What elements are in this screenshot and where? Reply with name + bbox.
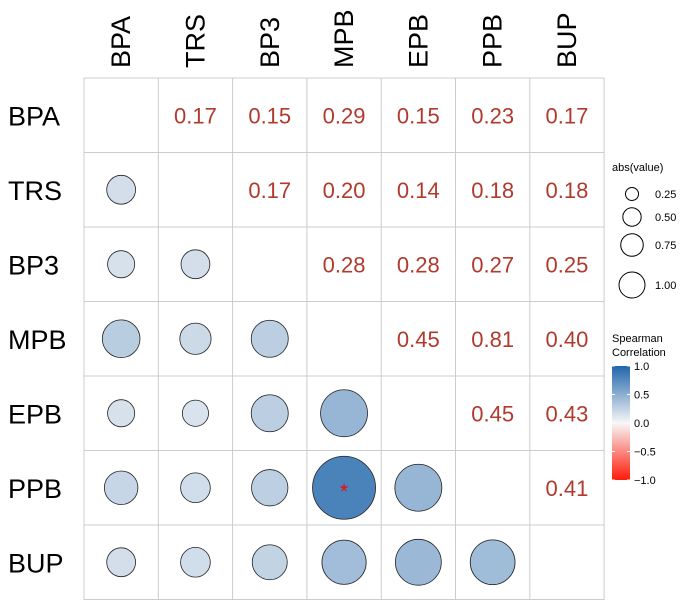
color-legend-bar: [612, 366, 630, 480]
row-label-bp3: BP3: [8, 250, 59, 280]
size-legend-circle: [618, 271, 646, 299]
column-label-ppb: PPB: [478, 14, 508, 68]
color-legend-label: 0.5: [634, 390, 649, 402]
column-label-trs: TRS: [180, 14, 210, 68]
correlation-value: 0.41: [546, 476, 589, 501]
correlation-value: 0.18: [471, 178, 514, 203]
color-legend-label: 0.0: [634, 418, 649, 430]
correlation-value: 0.17: [174, 103, 217, 128]
correlation-circle: [180, 249, 211, 280]
correlation-circle: [250, 319, 289, 358]
correlation-value: 0.25: [546, 252, 589, 277]
column-label-bup: BUP: [552, 12, 582, 68]
row-label-bpa: BPA: [8, 101, 60, 131]
size-legend-label: 0.75: [655, 240, 676, 252]
column-label-epb: EPB: [403, 14, 433, 68]
size-legend-label: 0.50: [655, 212, 676, 224]
correlation-value: 0.28: [323, 252, 366, 277]
size-legend-circle: [620, 233, 644, 257]
correlation-value: 0.43: [546, 401, 589, 426]
correlation-circle: [394, 538, 442, 586]
grid-border: [83, 77, 605, 600]
correlation-circle: [107, 250, 136, 279]
column-label-mpb: MPB: [329, 9, 359, 68]
row-label-ppb: PPB: [8, 474, 62, 504]
color-legend-title-line2: Correlation: [612, 347, 666, 359]
color-legend-label: 1.0: [634, 361, 649, 373]
row-label-epb: EPB: [8, 399, 62, 429]
correlation-circle: [469, 539, 516, 586]
column-label-bpa: BPA: [106, 16, 136, 68]
size-legend-label: 0.25: [655, 189, 676, 201]
significance-marker: *: [340, 481, 348, 503]
color-legend-label: −1.0: [634, 475, 656, 487]
correlation-circle: [251, 469, 289, 507]
correlation-value: 0.29: [323, 103, 366, 128]
correlation-circle: [312, 455, 376, 520]
correlation-value: 0.18: [546, 178, 589, 203]
size-legend-label: 1.00: [655, 280, 676, 292]
correlation-circle: [179, 322, 212, 355]
size-legend-circle: [625, 187, 639, 201]
correlation-value: 0.45: [397, 327, 440, 352]
row-label-bup: BUP: [8, 548, 64, 578]
correlation-value: 0.28: [397, 252, 440, 277]
row-label-trs: TRS: [8, 176, 62, 206]
correlation-value: 0.15: [397, 103, 440, 128]
color-legend-label: −0.5: [634, 447, 656, 459]
correlation-value: 0.27: [471, 252, 514, 277]
correlation-circle: [106, 547, 136, 578]
correlation-circle: [320, 389, 368, 438]
correlation-value: 0.17: [248, 178, 291, 203]
correlation-circle: [101, 319, 141, 358]
correlation-circle: [107, 399, 136, 428]
correlation-circle: [394, 463, 443, 512]
correlation-value: 0.45: [471, 401, 514, 426]
correlation-value: 0.15: [248, 103, 291, 128]
correlation-value: 0.81: [471, 327, 514, 352]
correlation-circle: [251, 544, 288, 581]
size-legend-circle: [622, 207, 642, 227]
correlation-value: 0.40: [546, 327, 589, 352]
size-legend-title: abs(value): [612, 162, 663, 174]
correlation-circle: [103, 470, 139, 505]
correlation-circle: [106, 174, 136, 205]
correlation-value: 0.14: [397, 178, 440, 203]
color-legend-title-line1: Spearman: [612, 333, 663, 345]
correlation-circle: [180, 547, 211, 578]
row-label-mpb: MPB: [8, 325, 67, 355]
correlation-circle: [321, 539, 367, 585]
correlation-circle: [250, 394, 289, 433]
correlation-value: 0.23: [471, 103, 514, 128]
correlation-value: 0.20: [323, 178, 366, 203]
correlation-value: 0.17: [546, 103, 589, 128]
correlation-circle: [180, 472, 211, 503]
correlation-circle: [181, 399, 209, 427]
column-label-bp3: BP3: [255, 17, 285, 68]
